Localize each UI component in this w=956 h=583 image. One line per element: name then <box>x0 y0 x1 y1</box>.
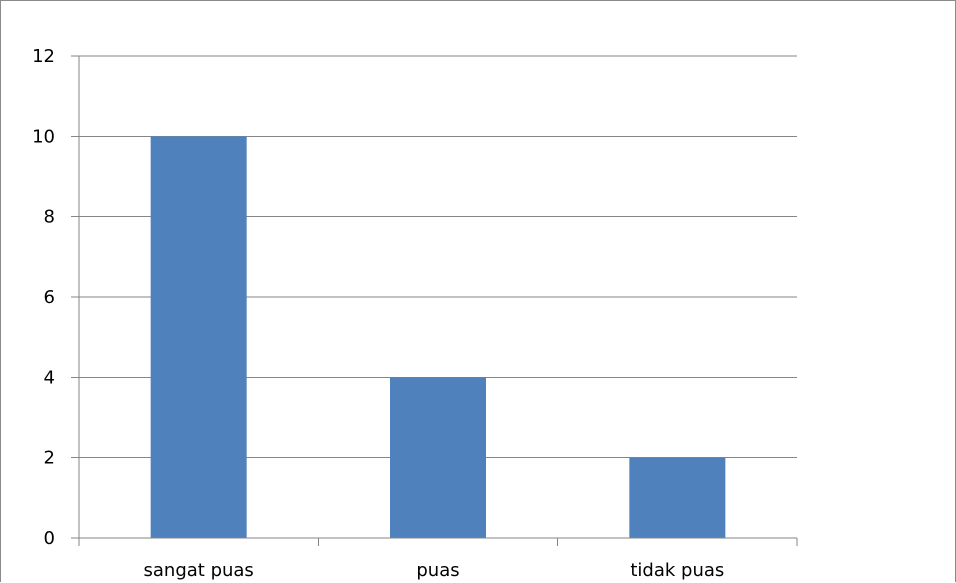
y-tick-label: 12 <box>32 46 55 67</box>
y-tick-label: 0 <box>44 528 55 549</box>
y-axis-ticks: 0 2 4 6 8 10 12 <box>32 46 79 549</box>
bar-puas <box>390 377 486 538</box>
bars <box>150 136 726 539</box>
x-tick-label: sangat puas <box>144 560 254 581</box>
y-tick-label: 8 <box>44 207 55 228</box>
x-axis-labels: sangat puas puas tidak puas <box>144 560 725 581</box>
x-axis-tick-marks <box>78 538 798 546</box>
y-tick-label: 10 <box>32 126 55 147</box>
bar-tidak-puas <box>629 457 726 538</box>
bar-sangat-puas <box>150 136 247 539</box>
y-tick-label: 6 <box>44 287 55 308</box>
y-tick-label: 4 <box>44 367 55 388</box>
y-tick-label: 2 <box>44 448 55 469</box>
x-tick-label: puas <box>416 560 459 581</box>
x-tick-label: tidak puas <box>630 560 724 581</box>
